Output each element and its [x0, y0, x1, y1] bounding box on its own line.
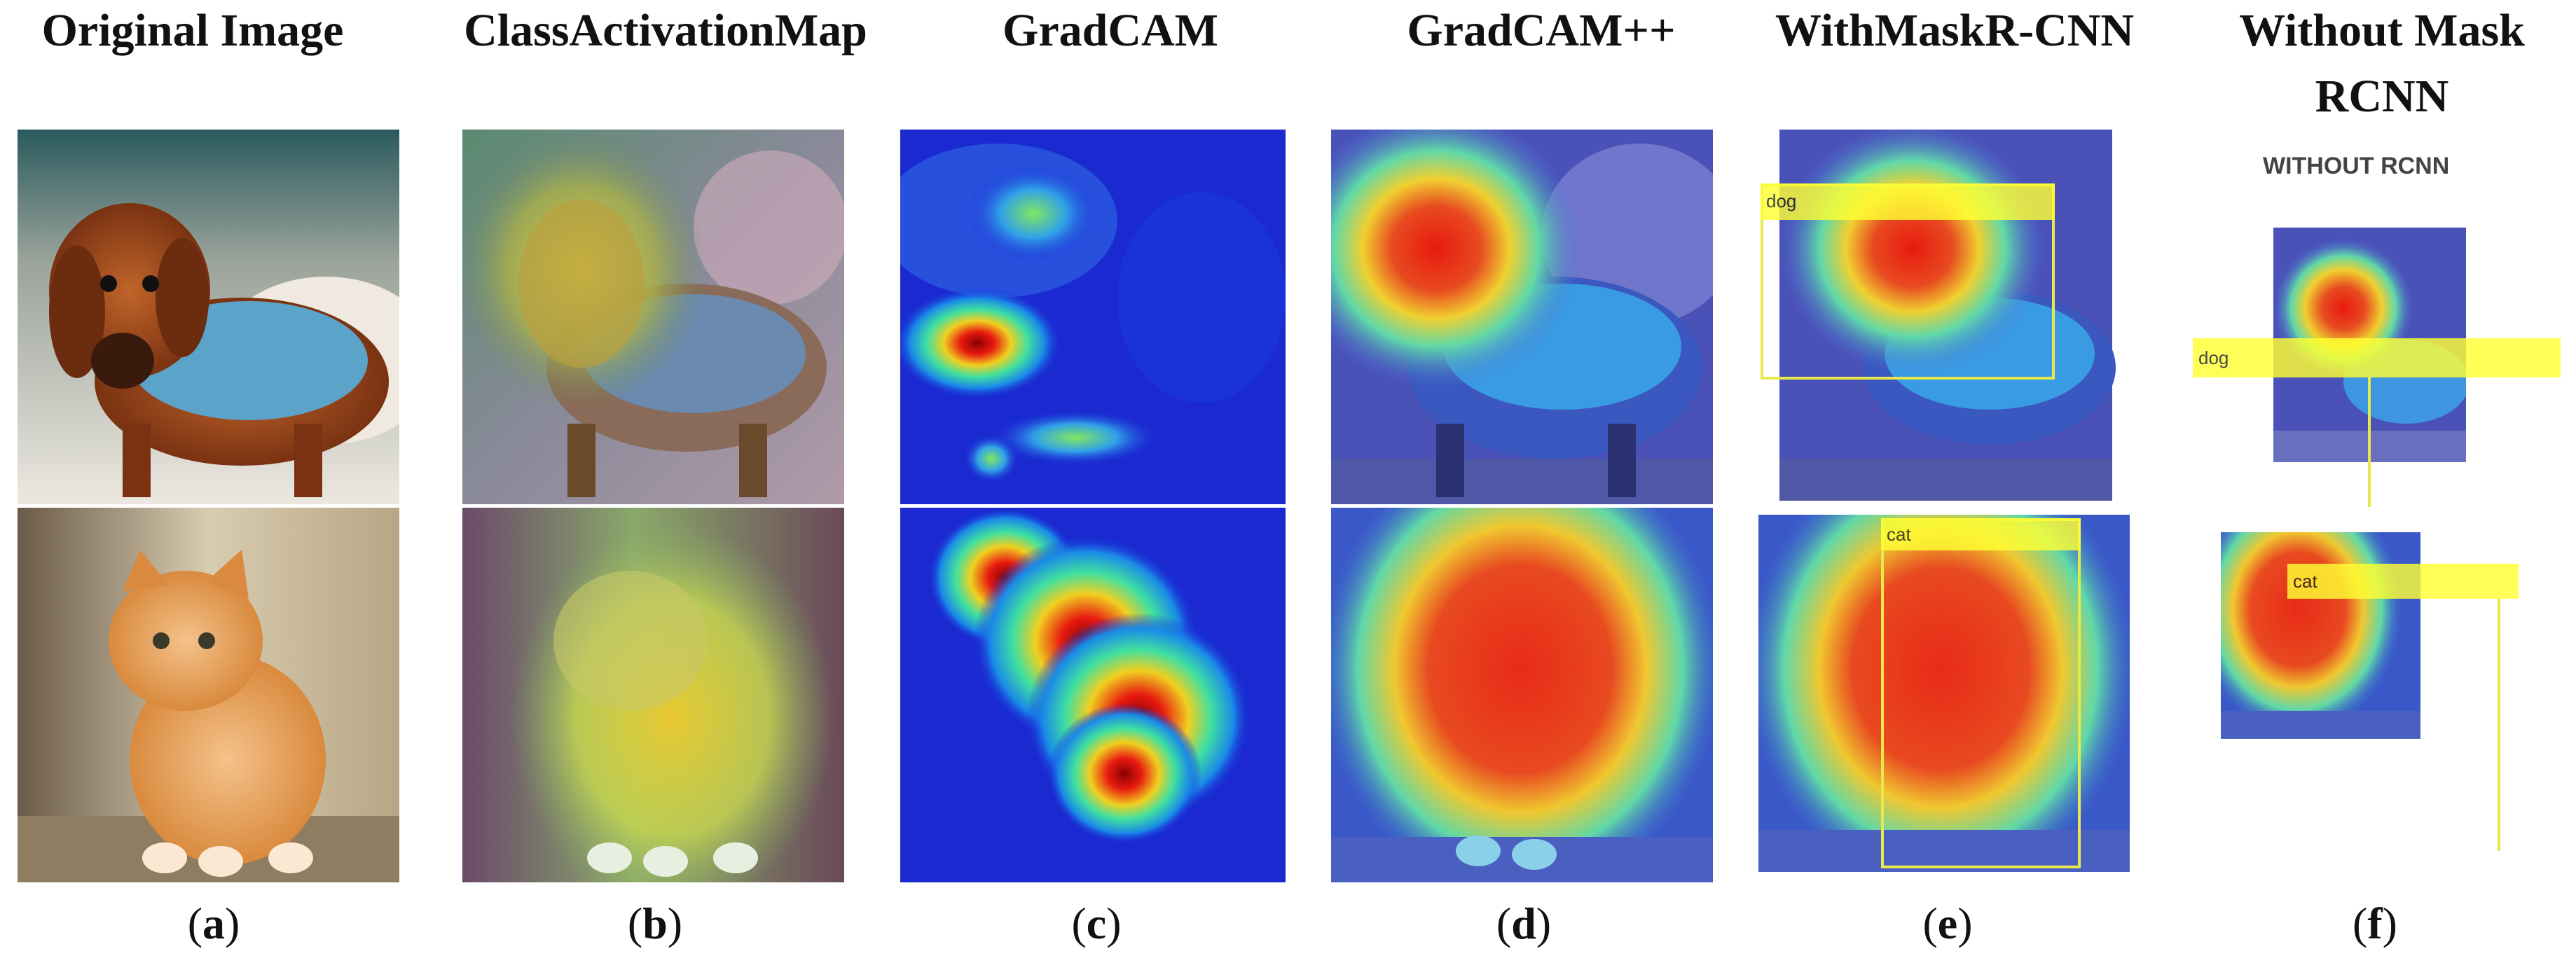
dog-label-e: dog [1761, 183, 2055, 220]
caption-f: (f) [2353, 898, 2397, 948]
cat-label-f: cat [2287, 564, 2519, 599]
title-gradcam-plus-plus: GradCAM++ [1407, 5, 1676, 56]
cat-label-e: cat [1881, 518, 2081, 550]
caption-e: (e) [1922, 898, 1973, 948]
original-dog-image [18, 130, 399, 504]
cam-cat-heatmap [462, 508, 844, 882]
caption-a: (a) [187, 898, 240, 948]
mask-rcnn-cat-heatmap [1758, 515, 2130, 872]
caption-d: (d) [1496, 898, 1552, 948]
title-without-mask-rcnn-line1: Without Mask [2239, 5, 2525, 56]
caption-b: (b) [627, 898, 683, 948]
gradcam-plus-plus-cat-heatmap [1331, 508, 1713, 882]
gradcam-cat-heatmap [900, 508, 1286, 882]
cat-box-edge-f [2498, 599, 2500, 851]
title-gradcam: GradCAM [1003, 5, 1218, 56]
gradcam-dog-heatmap [900, 130, 1286, 504]
gradcam-plus-plus-dog-heatmap [1331, 130, 1713, 504]
title-with-mask-rcnn: WithMaskR-CNN [1775, 5, 2135, 56]
dog-label-f: dog [2193, 338, 2561, 377]
title-without-mask-rcnn-line2: RCNN [2315, 71, 2449, 122]
without-rcnn-subtitle: WITHOUT RCNN [2263, 153, 2450, 179]
cat-bounding-box-e [1881, 518, 2081, 868]
original-cat-image [18, 508, 399, 882]
title-class-activation-map: ClassActivationMap [464, 5, 867, 56]
dog-box-edge-f [2368, 377, 2371, 507]
title-original-image: Original Image [41, 5, 344, 56]
caption-c: (c) [1071, 898, 1122, 948]
cam-dog-heatmap [462, 130, 844, 504]
